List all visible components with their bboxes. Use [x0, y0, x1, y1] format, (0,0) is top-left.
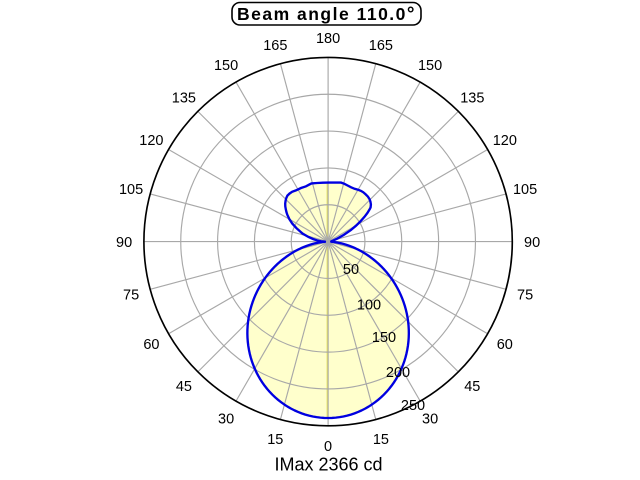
svg-text:135: 135	[460, 91, 484, 107]
svg-text:30: 30	[218, 412, 234, 428]
svg-text:105: 105	[119, 182, 143, 198]
svg-text:15: 15	[373, 432, 389, 448]
svg-text:120: 120	[139, 133, 163, 149]
svg-text:200: 200	[386, 365, 410, 381]
svg-text:75: 75	[517, 288, 533, 304]
svg-text:100: 100	[357, 298, 381, 314]
svg-text:105: 105	[513, 182, 537, 198]
svg-text:75: 75	[123, 288, 139, 304]
svg-text:30: 30	[422, 412, 438, 428]
svg-text:60: 60	[143, 337, 159, 353]
svg-text:250: 250	[401, 398, 425, 414]
svg-text:15: 15	[267, 432, 283, 448]
svg-text:90: 90	[524, 235, 540, 251]
svg-text:120: 120	[493, 133, 517, 149]
svg-text:165: 165	[369, 38, 393, 54]
svg-text:45: 45	[464, 379, 480, 395]
svg-text:150: 150	[372, 330, 396, 346]
svg-text:135: 135	[172, 91, 196, 107]
svg-text:60: 60	[497, 337, 513, 353]
svg-text:150: 150	[418, 58, 442, 74]
svg-text:0: 0	[324, 439, 332, 455]
svg-text:50: 50	[343, 262, 359, 278]
svg-text:165: 165	[263, 38, 287, 54]
svg-text:45: 45	[176, 379, 192, 395]
svg-text:180: 180	[316, 31, 340, 47]
svg-text:Beam angle 110.0°: Beam angle 110.0°	[237, 4, 416, 25]
svg-text:90: 90	[116, 235, 132, 251]
svg-text:IMax 2366 cd: IMax 2366 cd	[274, 454, 382, 474]
svg-text:150: 150	[214, 58, 238, 74]
